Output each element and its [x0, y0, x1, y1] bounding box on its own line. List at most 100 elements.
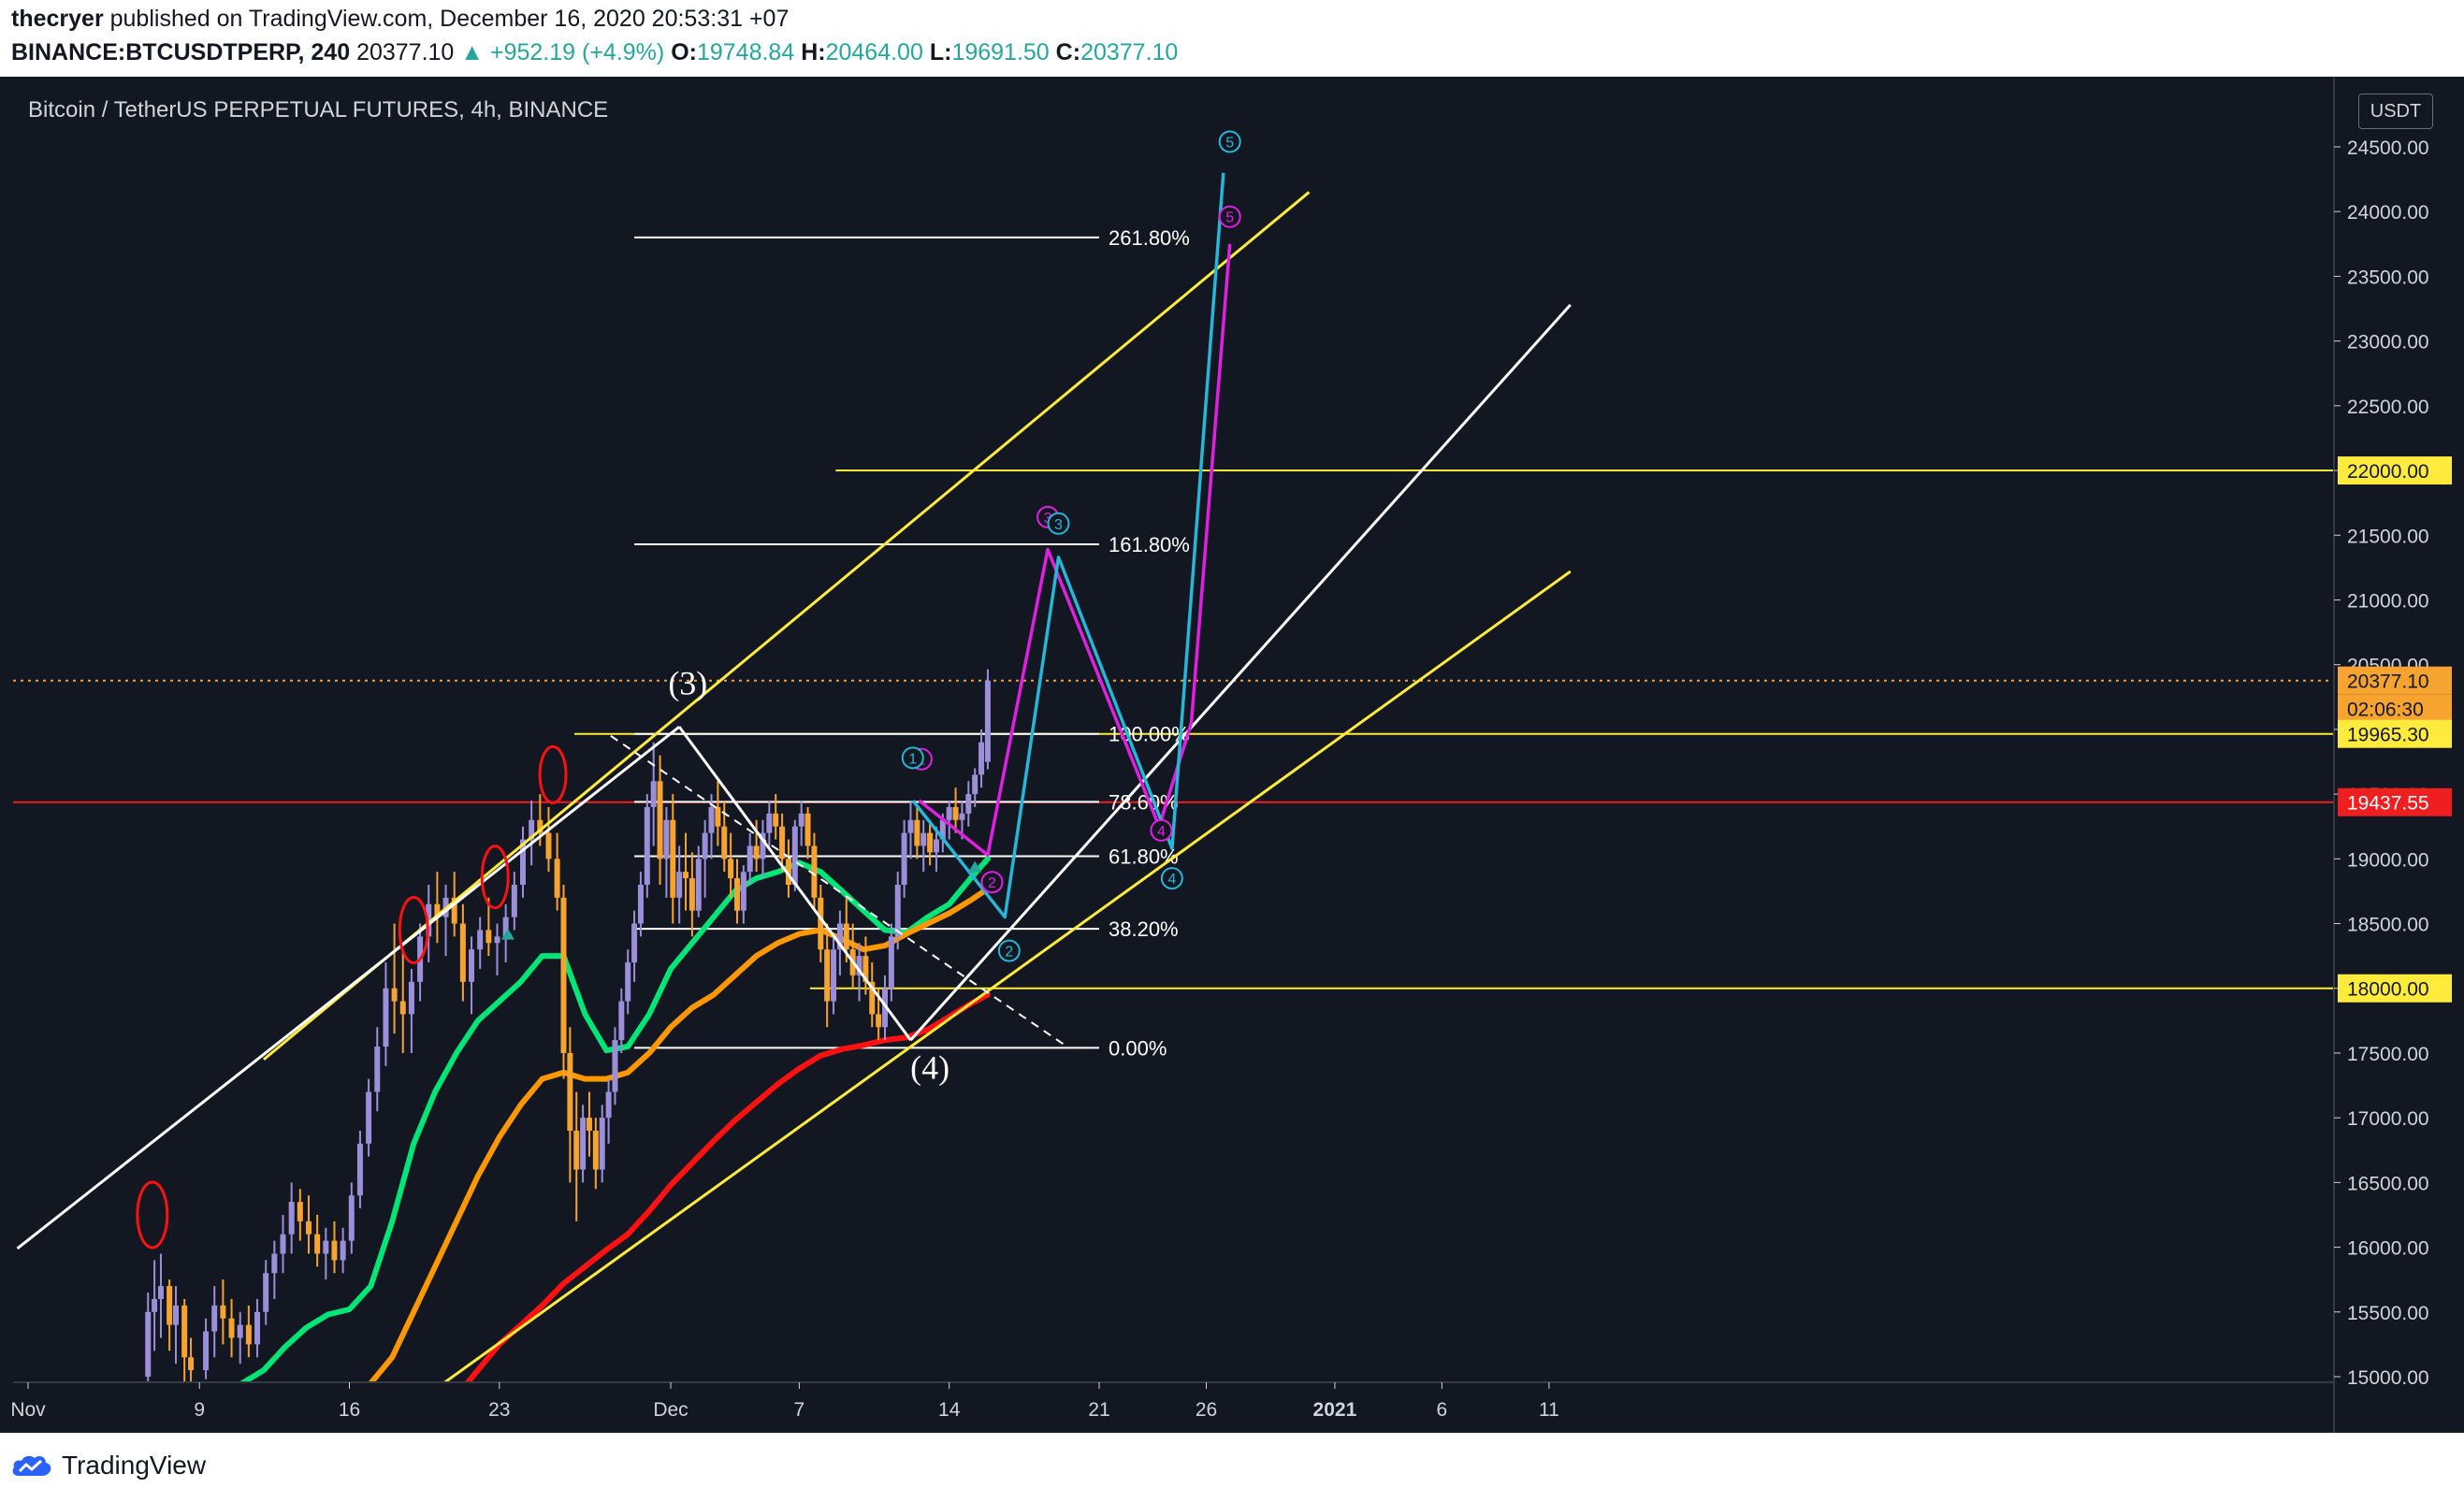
- candle: [348, 1182, 355, 1254]
- candle: [220, 1279, 226, 1345]
- candle: [560, 885, 567, 1079]
- candle: [914, 806, 920, 859]
- wave-marker-text: 2: [1005, 945, 1013, 960]
- candle: [399, 949, 406, 1053]
- fib-label-0: 261.80%: [1109, 226, 1190, 250]
- time-axis-label: 23: [488, 1399, 510, 1421]
- candle: [469, 936, 475, 1015]
- price-label-text: 22000.00: [2347, 461, 2429, 483]
- symbol-info: BINANCE:BTCUSDTPERP, 240 20377.10 ▲ +952…: [11, 39, 1178, 66]
- candle-body: [288, 1202, 295, 1235]
- candle: [486, 897, 492, 957]
- price-label-text: 19965.30: [2347, 725, 2429, 746]
- candle-body: [399, 1001, 406, 1015]
- price-axis-label: 15500.00: [2347, 1303, 2429, 1324]
- candle-body: [451, 897, 457, 924]
- candle-body: [715, 806, 721, 827]
- candle: [650, 742, 657, 846]
- publication-info: thecryer published on TradingView.com, D…: [11, 6, 789, 33]
- candle: [494, 923, 500, 975]
- price-axis-label: 19000.00: [2347, 849, 2429, 871]
- wave-marker-circle: [1218, 130, 1241, 153]
- published-text: published on TradingView.com, December 1…: [103, 6, 790, 32]
- time-axis-label: 26: [1196, 1399, 1217, 1421]
- wave-marker-circle: [980, 871, 1004, 894]
- projection-cyan: [911, 172, 1225, 919]
- price-label-box: [2338, 456, 2452, 485]
- trend-line-5: [610, 734, 1068, 1047]
- candle-body: [753, 845, 760, 859]
- candle: [271, 1240, 278, 1299]
- candle: [824, 923, 831, 1028]
- author-name[interactable]: thecryer: [11, 6, 104, 32]
- candle-body: [728, 859, 734, 879]
- candle-body: [348, 1195, 355, 1241]
- candle: [254, 1298, 261, 1358]
- wave-marker-circle: [1218, 205, 1241, 228]
- currency-button[interactable]: USDT: [2358, 94, 2433, 129]
- candle: [618, 988, 625, 1053]
- candle-body: [529, 819, 535, 840]
- candle: [644, 794, 650, 898]
- wave-marker-circle: [1150, 818, 1173, 842]
- candle: [167, 1279, 173, 1351]
- candle: [297, 1189, 303, 1241]
- wave-marker-1: 1: [901, 746, 924, 770]
- wave-marker-text: 3: [1054, 517, 1063, 533]
- candle-body: [914, 819, 920, 846]
- candle: [554, 832, 560, 911]
- candle: [519, 826, 526, 898]
- candle: [733, 859, 740, 924]
- time-axis-label: Nov: [10, 1399, 46, 1421]
- candle: [670, 794, 676, 924]
- candle-body: [965, 794, 972, 814]
- chart-panel[interactable]: [0, 77, 2464, 1433]
- candle-body: [271, 1253, 278, 1274]
- candle: [882, 975, 888, 1041]
- candle: [791, 819, 798, 891]
- tradingview-logo[interactable]: TradingView: [11, 1451, 206, 1480]
- candle: [383, 962, 389, 1066]
- candle: [978, 729, 985, 788]
- candle-body: [740, 872, 746, 911]
- candle: [203, 1318, 210, 1379]
- candle: [728, 832, 734, 898]
- candle-body: [695, 859, 702, 911]
- candle-body: [907, 819, 914, 833]
- candle-body: [245, 1324, 252, 1345]
- candle: [529, 801, 535, 866]
- candle-body: [511, 885, 517, 917]
- candle-body: [254, 1311, 261, 1345]
- candle-body: [773, 813, 779, 827]
- price-axis-label: 21000.00: [2347, 590, 2429, 612]
- wave-marker-circle: [1160, 867, 1183, 890]
- candle: [894, 872, 901, 950]
- candle: [545, 806, 552, 873]
- price-label-box: [2338, 719, 2452, 748]
- wave-label-1: (4): [910, 1049, 949, 1087]
- candle: [625, 949, 631, 1015]
- candle-body: [605, 1091, 612, 1119]
- price-label-4: 19437.55: [2338, 787, 2452, 816]
- candle-body: [670, 819, 676, 898]
- price-axis: 15000.00 15500.00 16000.00 16500.00 17000.00…: [2334, 137, 2452, 1389]
- wave-marker-circle: [997, 939, 1021, 962]
- candle-body: [637, 885, 644, 924]
- candle-body: [573, 1131, 580, 1170]
- candle-body: [263, 1273, 269, 1312]
- price-axis-label: 16000.00: [2347, 1238, 2429, 1260]
- wave-marker-3: 2: [997, 939, 1021, 962]
- candle-body: [869, 981, 876, 1015]
- candle-body: [580, 1118, 587, 1170]
- price-label-text: 02:06:30: [2347, 700, 2424, 721]
- candle: [746, 832, 753, 885]
- highlight-ellipse-0: [136, 1180, 169, 1249]
- open-label: O:: [671, 39, 697, 65]
- candle-body: [237, 1324, 243, 1338]
- candle-body: [818, 897, 824, 950]
- close-label: C:: [1055, 39, 1081, 65]
- candle-body: [356, 1143, 363, 1196]
- candle-body: [631, 923, 638, 963]
- time-axis-label: 11: [1539, 1399, 1559, 1421]
